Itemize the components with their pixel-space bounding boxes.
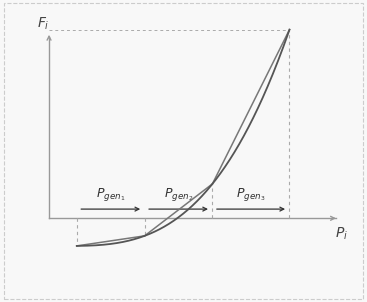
Text: $F_i$: $F_i$ <box>37 15 49 32</box>
Text: $P_i$: $P_i$ <box>335 225 348 242</box>
Text: $P_{\mathit{gen}_1}$: $P_{\mathit{gen}_1}$ <box>96 186 126 203</box>
Text: $P_{\mathit{gen}_3}$: $P_{\mathit{gen}_3}$ <box>236 186 266 203</box>
Text: $P_{\mathit{gen}_2}$: $P_{\mathit{gen}_2}$ <box>164 186 193 203</box>
